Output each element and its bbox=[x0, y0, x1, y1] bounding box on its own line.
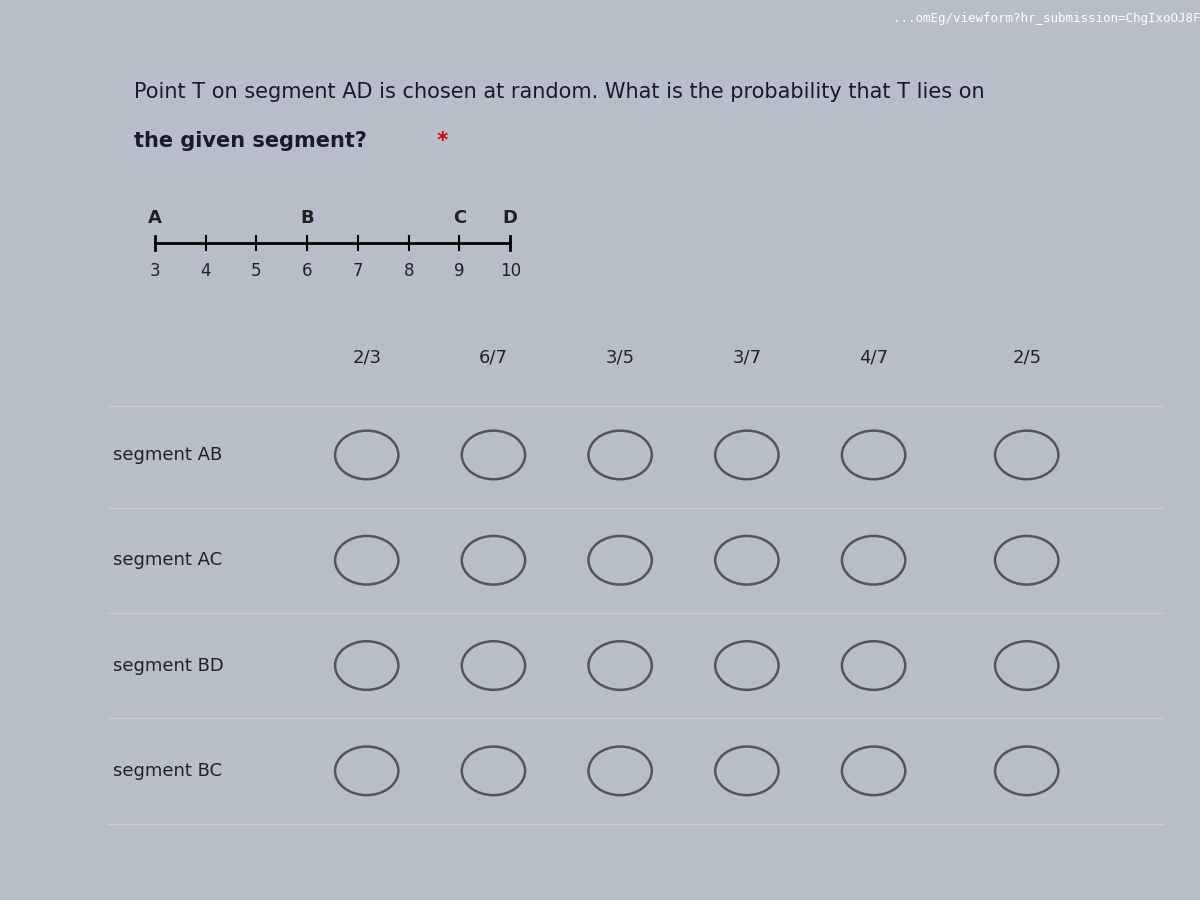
Text: 6: 6 bbox=[302, 262, 312, 280]
Text: segment BC: segment BC bbox=[113, 761, 222, 779]
Text: 2/5: 2/5 bbox=[1012, 348, 1042, 367]
Text: the given segment?: the given segment? bbox=[134, 130, 367, 151]
Text: C: C bbox=[452, 209, 466, 227]
Text: B: B bbox=[300, 209, 314, 227]
Text: 4: 4 bbox=[200, 262, 211, 280]
Text: 3/5: 3/5 bbox=[606, 348, 635, 367]
Text: 3: 3 bbox=[150, 262, 160, 280]
Text: 9: 9 bbox=[455, 262, 464, 280]
Text: *: * bbox=[430, 130, 449, 151]
Text: 2/3: 2/3 bbox=[352, 348, 382, 367]
Text: 7: 7 bbox=[353, 262, 364, 280]
Text: 4/7: 4/7 bbox=[859, 348, 888, 367]
Text: ...omEg/viewform?hr_submission=ChgIxoOJ8F: ...omEg/viewform?hr_submission=ChgIxoOJ8… bbox=[893, 13, 1200, 25]
Text: 8: 8 bbox=[403, 262, 414, 280]
Text: segment AC: segment AC bbox=[113, 551, 222, 570]
Text: 5: 5 bbox=[251, 262, 262, 280]
Text: 3/7: 3/7 bbox=[732, 348, 762, 367]
Text: 6/7: 6/7 bbox=[479, 348, 508, 367]
Text: segment BD: segment BD bbox=[113, 657, 224, 675]
Text: D: D bbox=[503, 209, 517, 227]
Text: 10: 10 bbox=[499, 262, 521, 280]
Text: Point T on segment AD is chosen at random. What is the probability that T lies o: Point T on segment AD is chosen at rando… bbox=[134, 83, 985, 103]
Text: A: A bbox=[148, 209, 162, 227]
Text: segment AB: segment AB bbox=[113, 446, 222, 464]
